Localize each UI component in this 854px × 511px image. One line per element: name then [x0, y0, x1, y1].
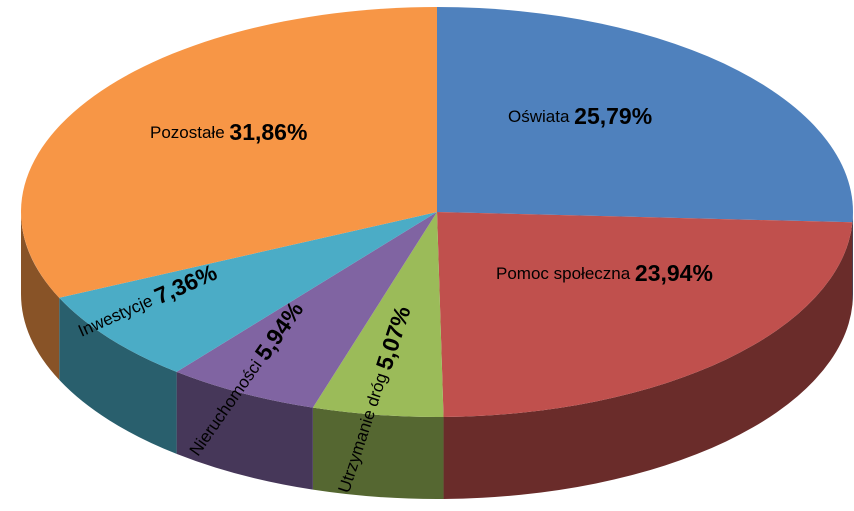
value-label: 23,94% [635, 260, 713, 286]
slice-label: Oświata 25,79% [508, 103, 652, 129]
slice [59, 212, 438, 372]
slice [437, 7, 853, 223]
slice [312, 212, 444, 417]
slice [20, 7, 437, 298]
slice-side [21, 212, 60, 380]
slice-side [443, 222, 853, 499]
slice [437, 212, 853, 417]
slice-side [852, 212, 853, 305]
category-name: Pozostałe [150, 123, 225, 142]
slice-label: Pozostałe 31,86% [150, 119, 307, 145]
category-name: Oświata [508, 107, 570, 126]
value-label: 31,86% [229, 119, 307, 145]
value-label: 25,79% [574, 103, 652, 129]
category-name: Pomoc społeczna [496, 264, 631, 283]
slice-side [176, 371, 313, 490]
slice [176, 212, 437, 408]
slice-side [59, 297, 177, 454]
slice-side [312, 407, 444, 499]
slice-label: Pomoc społeczna 23,94% [496, 260, 713, 286]
